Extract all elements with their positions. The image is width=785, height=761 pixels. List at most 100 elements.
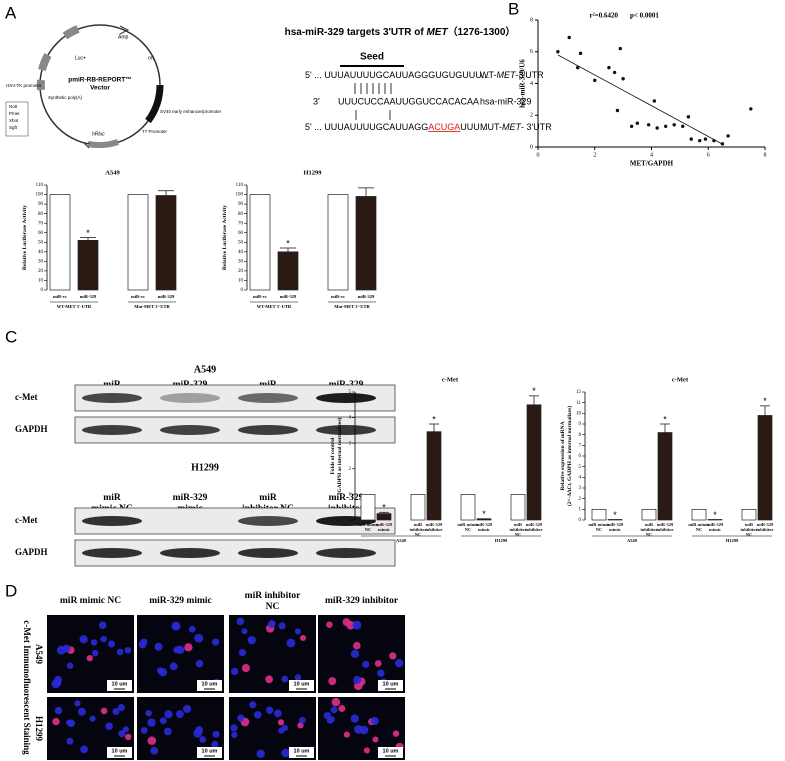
y-tick-label: 0 (241, 288, 244, 293)
if-nucleus (238, 648, 247, 657)
if-nucleus (231, 731, 238, 738)
western-blots: A549miRmimic NCmiR-329mimicmiRinhibitor … (15, 364, 396, 567)
group-label: WT-MET 3'-UTR (257, 304, 292, 309)
x-tick-label: miR-vc (131, 294, 145, 299)
blot-title: A549 (194, 364, 216, 375)
if-nucleus (211, 638, 220, 646)
category-label: miR mimic NC (688, 522, 710, 532)
category-label: miR-329 inhibitor (425, 522, 443, 532)
label-box: miR inhibitor NC (740, 522, 757, 536)
bar (77, 240, 99, 291)
scale-box (107, 680, 132, 691)
y-axis-label-line: Relative Luciferase Activity (22, 205, 28, 270)
y-axis-label: Relative expression of mRNA(2^-ΔΔCt, GAD… (560, 406, 573, 506)
y-tick-label: 30 (38, 260, 44, 265)
if-nucleus (183, 704, 192, 714)
y-tick-label: 100 (36, 193, 44, 198)
if-nucleus (286, 638, 296, 648)
if-nucleus (138, 640, 147, 649)
x-axis-label: MET/GAPDH (630, 160, 674, 168)
blot-row-label: c-Met (15, 392, 37, 402)
blot-column-label: miR (259, 493, 277, 503)
y-axis-label-line: (2^-ΔΔCt, GADPH as internal normalizes) (566, 406, 573, 506)
point (576, 65, 580, 70)
if-nucleus (294, 674, 302, 681)
if-nucleus (374, 660, 382, 667)
if-nucleus (163, 727, 172, 736)
y-tick-label: 0 (349, 518, 352, 523)
bar (707, 519, 723, 521)
blot-band (316, 548, 376, 558)
x-tick-label: 2 (593, 152, 596, 158)
if-nucleus (171, 621, 181, 631)
point (567, 35, 571, 40)
if-nucleus (353, 641, 361, 650)
label-box: miR mimic NC (688, 522, 710, 532)
mir-name: hsa-miR-329 (480, 96, 532, 106)
point (712, 138, 716, 143)
y-tick-label: 50 (238, 240, 244, 245)
y-tick-label: 110 (236, 183, 244, 188)
target-sequences: hsa-miR-329 targets 3'UTR of MET（1276-13… (285, 25, 553, 133)
bar (510, 494, 526, 521)
if-nucleus (66, 737, 74, 745)
if-nucleus (74, 700, 81, 707)
if-nucleus (212, 730, 220, 738)
label-box: miR-329 inhibitor (756, 522, 773, 532)
y-tick-label: 12 (576, 390, 582, 395)
if-nucleus (363, 747, 370, 754)
y-tick-label: 100 (236, 193, 244, 198)
bar (376, 513, 392, 521)
category-label: miR mimic NC (357, 522, 379, 532)
point (646, 123, 651, 127)
bar (641, 508, 657, 521)
if-nucleus (159, 717, 167, 725)
if-nucleus (326, 621, 333, 628)
category-label: miR-329 inhibitor (656, 522, 674, 532)
scale-label: 10 um (112, 748, 128, 754)
if-nucleus (199, 736, 207, 743)
if-nucleus (147, 736, 157, 745)
y-axis-label-line: Relative Luciferase Activity (222, 205, 228, 270)
plasmid-label: Amp (118, 34, 129, 40)
x-tick-label: miR-329 (280, 294, 297, 299)
if-nucleus (173, 646, 181, 654)
plasmid-label: ori (148, 55, 154, 61)
bar (127, 194, 149, 291)
if-nucleus (184, 643, 193, 652)
y-axis-label-line: Folds of control (330, 437, 336, 474)
if-nucleus (211, 740, 219, 749)
point (612, 70, 617, 75)
label-part: MET (502, 122, 523, 132)
significance: * (532, 386, 536, 396)
mir-end: 3' (313, 96, 320, 106)
if-nucleus (265, 706, 274, 715)
y-tick-label: 60 (38, 231, 44, 236)
if-nucleus (175, 710, 184, 719)
plasmid-name: pmiR-RB-REPORT™ (68, 77, 132, 84)
y-tick-label: 90 (38, 202, 44, 207)
if-nucleus (362, 660, 370, 668)
scale-box (197, 680, 222, 691)
sequence: 5' ... UUUAUUUUGCAUUAGG (305, 122, 428, 132)
point (681, 124, 685, 129)
point (726, 134, 730, 138)
label-box: miR-329 mimic (476, 522, 493, 532)
y-tick-label: 50 (38, 240, 44, 245)
significance: * (286, 238, 290, 248)
y-tick-label: 60 (238, 231, 244, 236)
if-nucleus (52, 717, 60, 726)
category-label: miR inhibitor NC (509, 522, 527, 536)
if-nucleus (90, 639, 98, 646)
if-nucleus (241, 664, 250, 673)
scale-box (107, 747, 132, 758)
if-nucleus (299, 634, 307, 642)
if-column-label: NC (266, 602, 280, 612)
if-nucleus (124, 646, 132, 654)
x-tick-label: miR-vc (53, 294, 67, 299)
if-nucleus (122, 726, 129, 733)
chart-title: A549 (105, 169, 120, 176)
bar (657, 432, 673, 521)
y-tick-label: 70 (38, 221, 44, 226)
category-label: miR-329 mimic (606, 522, 624, 532)
